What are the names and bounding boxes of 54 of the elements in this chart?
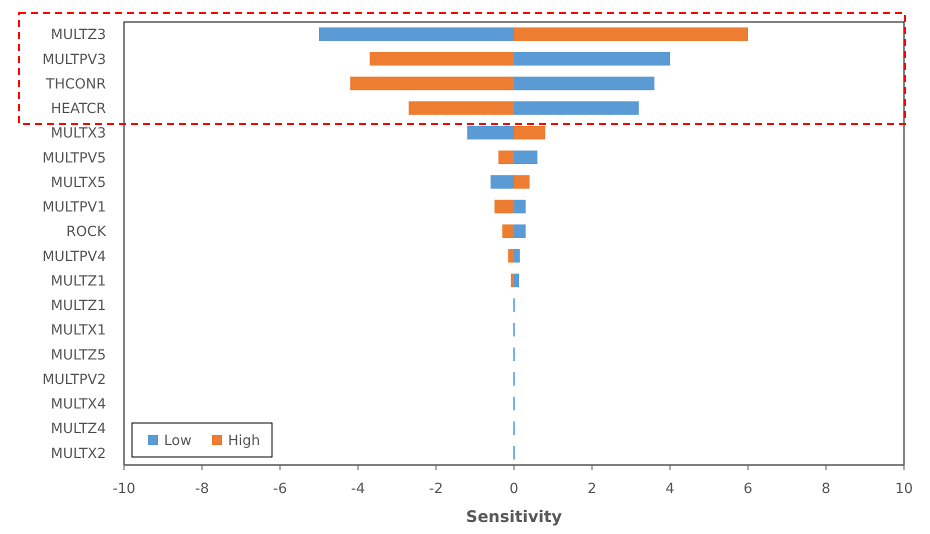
x-tick-label: 10	[895, 481, 913, 497]
bar	[514, 52, 670, 66]
bar	[514, 224, 526, 238]
y-tick-label: MULTX3	[50, 126, 106, 142]
x-tick-label: -2	[429, 481, 443, 497]
legend-label: Low	[164, 433, 192, 449]
x-axis-title: Sensitivity	[466, 507, 563, 526]
legend-label: High	[228, 433, 260, 449]
bar	[514, 27, 748, 41]
bar	[408, 101, 514, 115]
y-tick-label: MULTPV5	[42, 150, 106, 166]
y-tick-label: MULTX4	[50, 396, 106, 413]
x-tick-label: -6	[273, 481, 288, 497]
bar	[494, 200, 514, 214]
bar	[514, 200, 526, 214]
y-tick-label: MULTZ1	[50, 298, 106, 314]
bar	[350, 76, 514, 90]
x-tick-label: -10	[112, 481, 136, 497]
y-tick-label: HEATCR	[50, 101, 106, 118]
y-tick-label: MULTZ3	[50, 27, 106, 44]
bar	[514, 249, 520, 263]
y-tick-label: THCONR	[44, 76, 106, 92]
y-tick-label: MULTPV1	[42, 200, 106, 216]
y-tick-label: MULTZ1	[50, 273, 106, 290]
x-tick-label: 8	[822, 481, 830, 497]
bar	[514, 274, 520, 288]
y-tick-label: MULTX2	[50, 446, 106, 462]
y-tick-label: MULTZ4	[50, 421, 106, 438]
bar	[370, 52, 514, 66]
bar	[514, 150, 538, 164]
bar	[319, 27, 514, 41]
bar	[514, 76, 654, 90]
bar	[514, 175, 530, 189]
x-tick-label: -4	[351, 481, 366, 497]
bar	[508, 249, 514, 263]
y-tick-label: MULTPV4	[42, 248, 106, 265]
bar	[498, 150, 514, 164]
bar	[514, 126, 546, 140]
x-tick-label: -8	[195, 481, 209, 497]
y-tick-label: MULTX1	[50, 322, 106, 339]
y-tick-label: ROCK	[66, 224, 107, 240]
y-tick-label: MULTPV2	[42, 372, 106, 388]
bar	[502, 224, 514, 238]
bar	[514, 101, 639, 115]
x-tick-label: 0	[510, 481, 518, 497]
x-tick-label: 4	[666, 481, 675, 497]
y-tick-label: MULTZ5	[50, 347, 106, 364]
bar	[467, 126, 514, 140]
bar	[510, 274, 514, 288]
x-tick-label: 6	[744, 481, 753, 497]
x-tick-label: 2	[588, 481, 596, 497]
y-tick-label: MULTPV3	[42, 52, 106, 68]
y-tick-label: MULTX5	[50, 174, 106, 191]
bar	[490, 175, 514, 189]
